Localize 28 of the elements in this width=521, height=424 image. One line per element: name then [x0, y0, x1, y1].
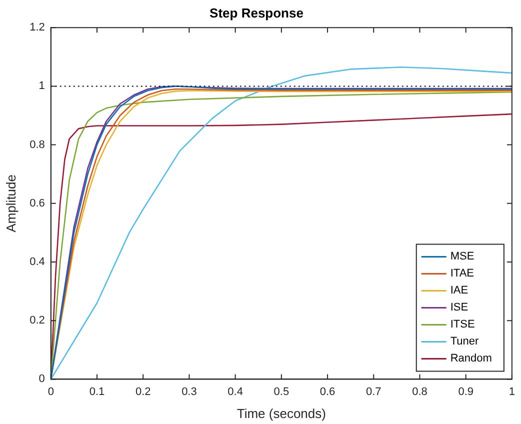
x-tick-label: 1 — [508, 386, 516, 398]
x-tick-label: 0.3 — [182, 386, 197, 398]
y-tick-label: 0 — [38, 373, 45, 386]
legend-label: IAE — [450, 284, 468, 297]
x-tick-label: 0.5 — [274, 386, 290, 398]
legend-label: ITAE — [450, 268, 474, 280]
x-tick-label: 0.2 — [135, 386, 151, 398]
legend-label: Random — [450, 352, 492, 365]
y-tick-label: 0.4 — [30, 256, 45, 268]
x-tick-label: 0.4 — [228, 386, 243, 398]
y-tick-label: 0.6 — [30, 197, 45, 210]
legend-label: ITSE — [450, 318, 475, 331]
x-tick-label: 0.7 — [366, 386, 382, 398]
legend-label: Tuner — [450, 336, 480, 348]
x-tick-label: 0.6 — [320, 386, 336, 398]
x-tick-label: 0.8 — [412, 386, 428, 398]
legend-label: MSE — [450, 250, 474, 263]
x-axis-title: Time (seconds) — [236, 406, 326, 421]
y-tick-label: 1 — [38, 80, 45, 92]
x-tick-label: 0 — [48, 386, 54, 398]
y-tick-label: 0.8 — [30, 138, 45, 151]
x-tick-label: 0.9 — [458, 386, 474, 398]
y-tick-label: 0.2 — [30, 314, 45, 327]
y-tick-label: 1.2 — [30, 22, 45, 34]
chart-title: Step Response — [210, 5, 304, 20]
x-tick-label: 0.1 — [89, 386, 105, 398]
legend-label: ISE — [450, 302, 468, 314]
y-axis-title: Amplitude — [3, 174, 18, 232]
